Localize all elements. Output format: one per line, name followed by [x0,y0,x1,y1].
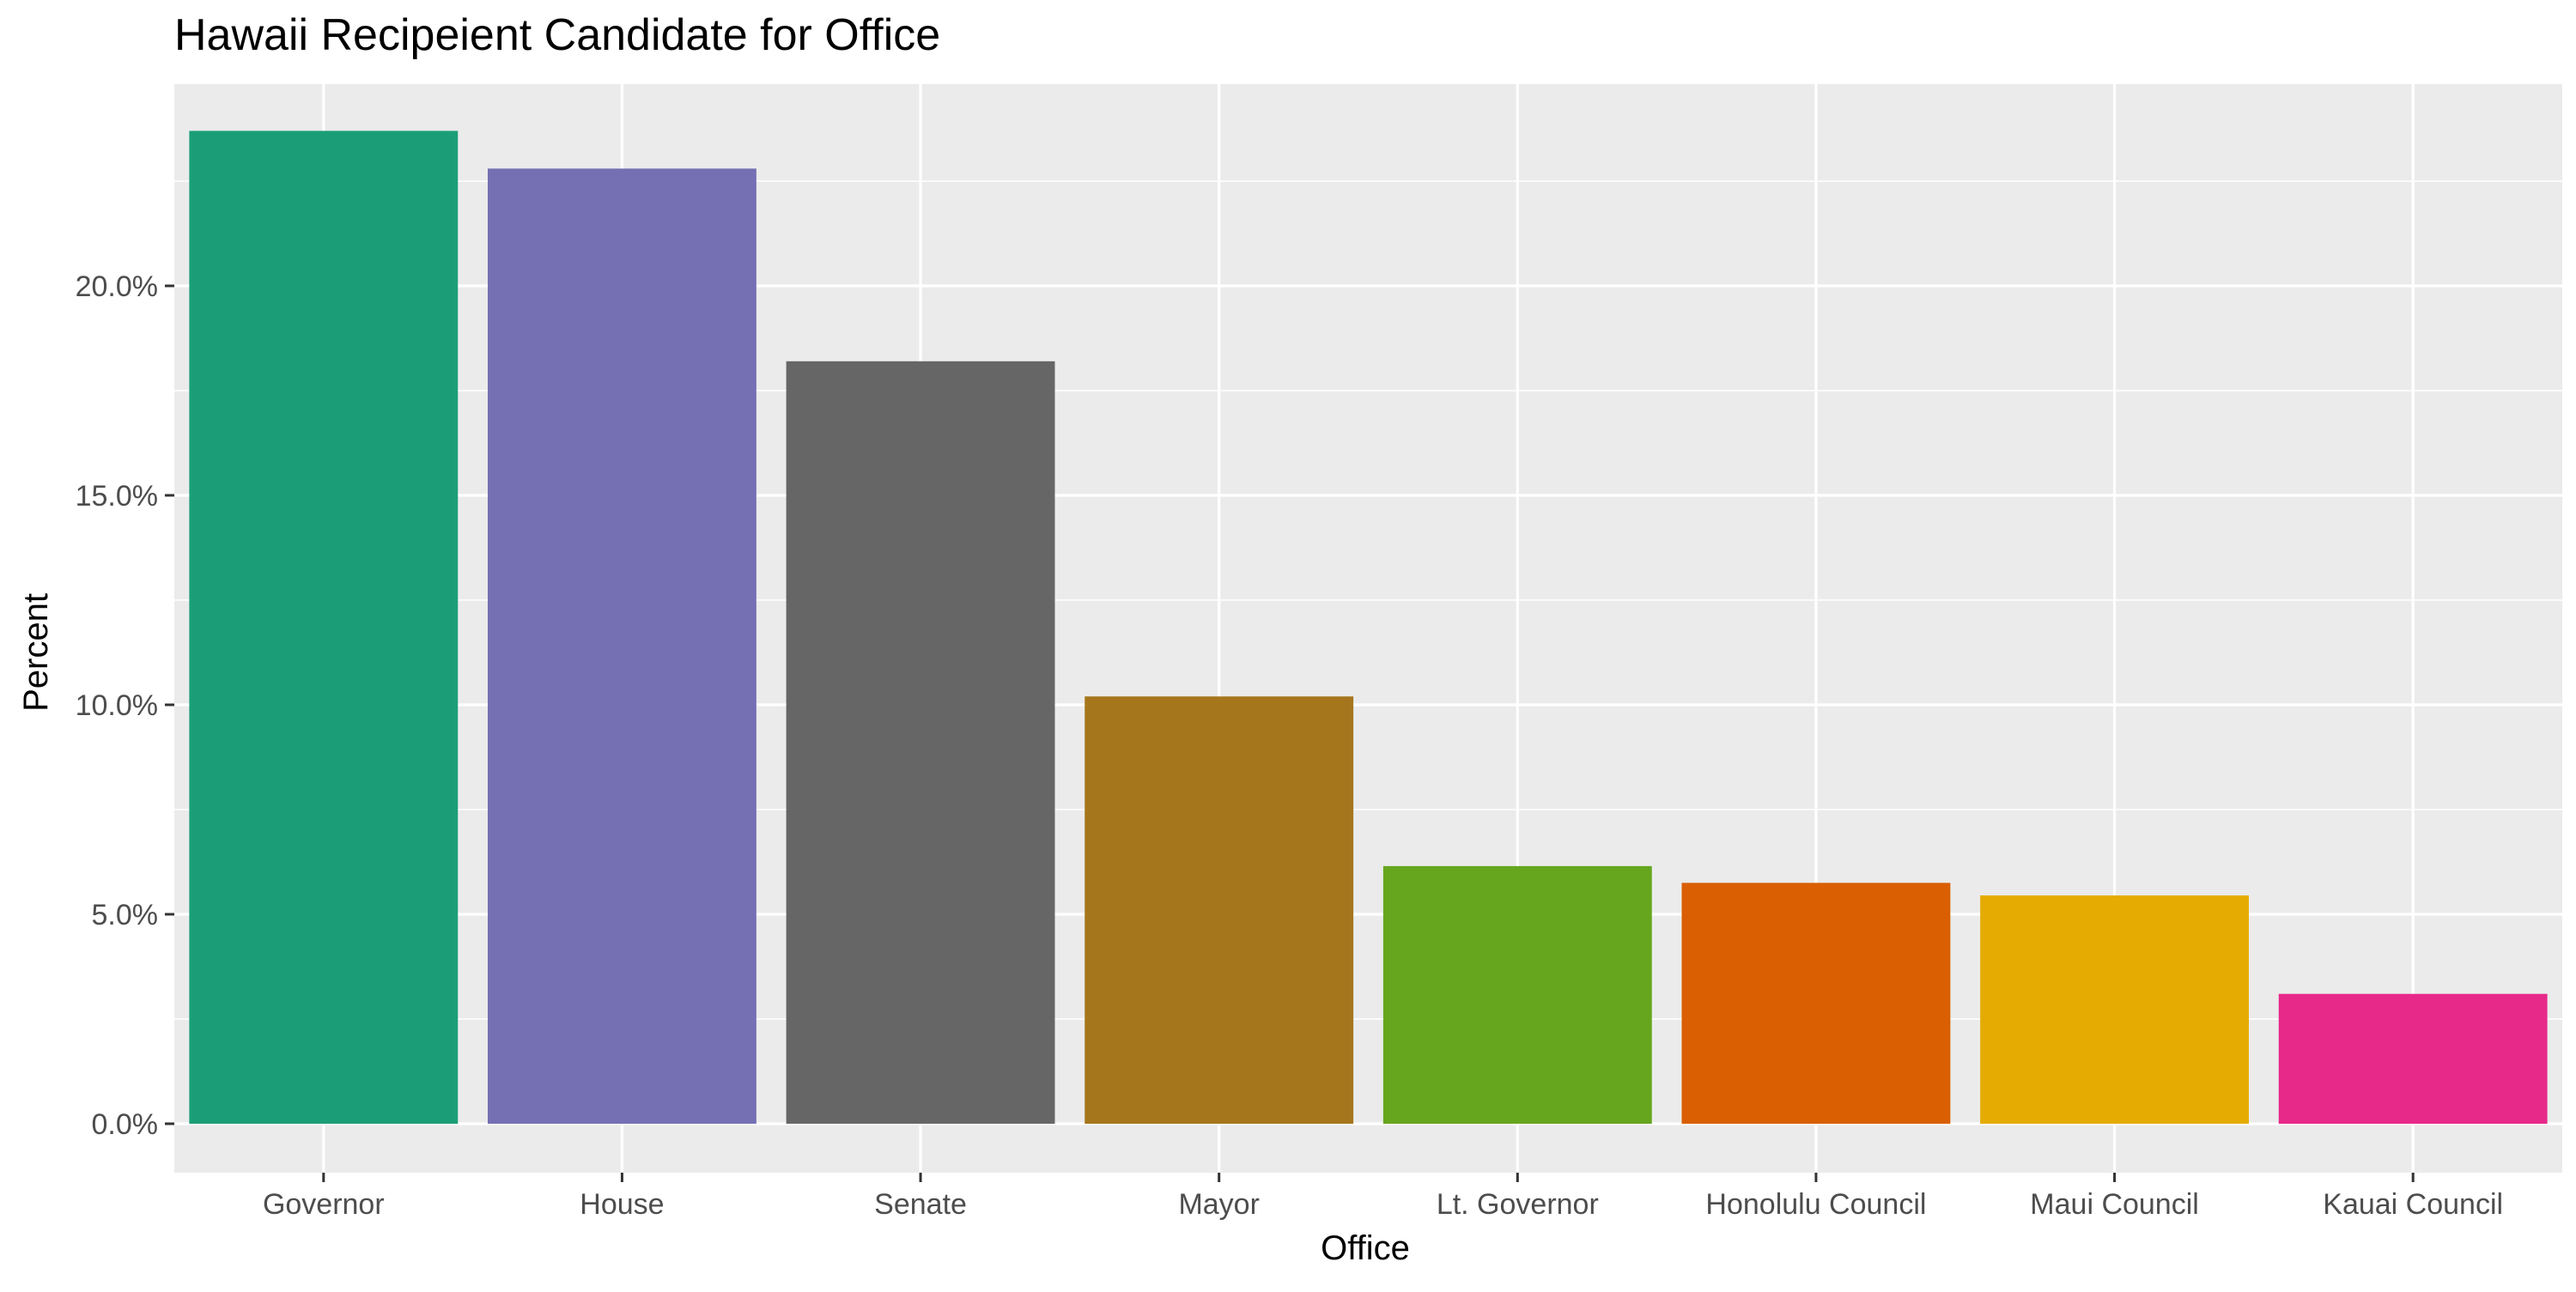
bar-governor [189,130,459,1125]
y-tick-label: 0.0% [92,1108,159,1141]
bar-kauai-council [2278,993,2548,1124]
bar-maui-council [1980,895,2249,1124]
bar-honolulu-council [1681,883,1951,1124]
bar-mayor [1084,696,1354,1124]
y-tick-label: 15.0% [76,480,158,513]
x-tick-label: Lt. Governor [1437,1188,1599,1221]
x-tick-label: Kauai Council [2323,1188,2503,1221]
x-tick-label: Senate [874,1188,967,1221]
bar-house [488,168,756,1125]
x-tick-label: Governor [263,1188,385,1221]
x-tick-label: House [580,1188,664,1221]
y-axis-title: Percent [17,593,55,712]
x-tick-label: Mayor [1178,1188,1259,1221]
x-axis-title: Office [1321,1229,1410,1267]
bar-senate [786,361,1055,1125]
x-tick-label: Maui Council [2030,1188,2199,1221]
x-tick-label: Honolulu Council [1705,1188,1926,1221]
y-tick-label: 5.0% [92,899,159,931]
y-tick-label: 10.0% [76,689,158,722]
y-tick-label: 20.0% [76,270,158,303]
chart-title: Hawaii Recipeient Candidate for Office [174,10,940,60]
bar-lt-governor [1382,865,1652,1124]
